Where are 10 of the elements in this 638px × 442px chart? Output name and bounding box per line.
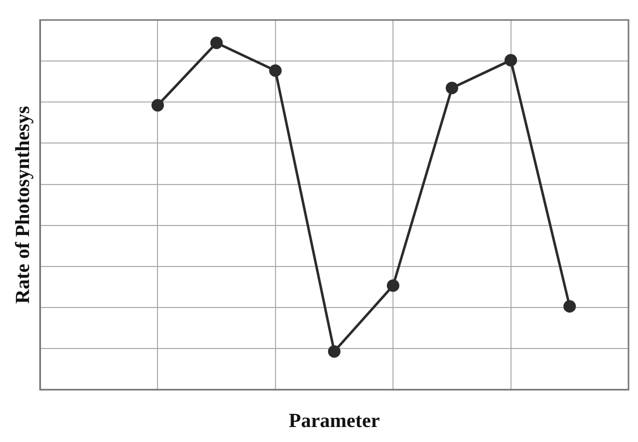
point [328,345,340,358]
y-axis-title: Rate of Photosynthesys [12,106,34,304]
point [269,64,282,77]
point [210,36,223,50]
point [563,300,576,313]
point [504,54,518,66]
point [151,99,164,112]
x-axis-title: Parameter [288,410,380,432]
point [446,82,458,94]
point [386,279,400,292]
